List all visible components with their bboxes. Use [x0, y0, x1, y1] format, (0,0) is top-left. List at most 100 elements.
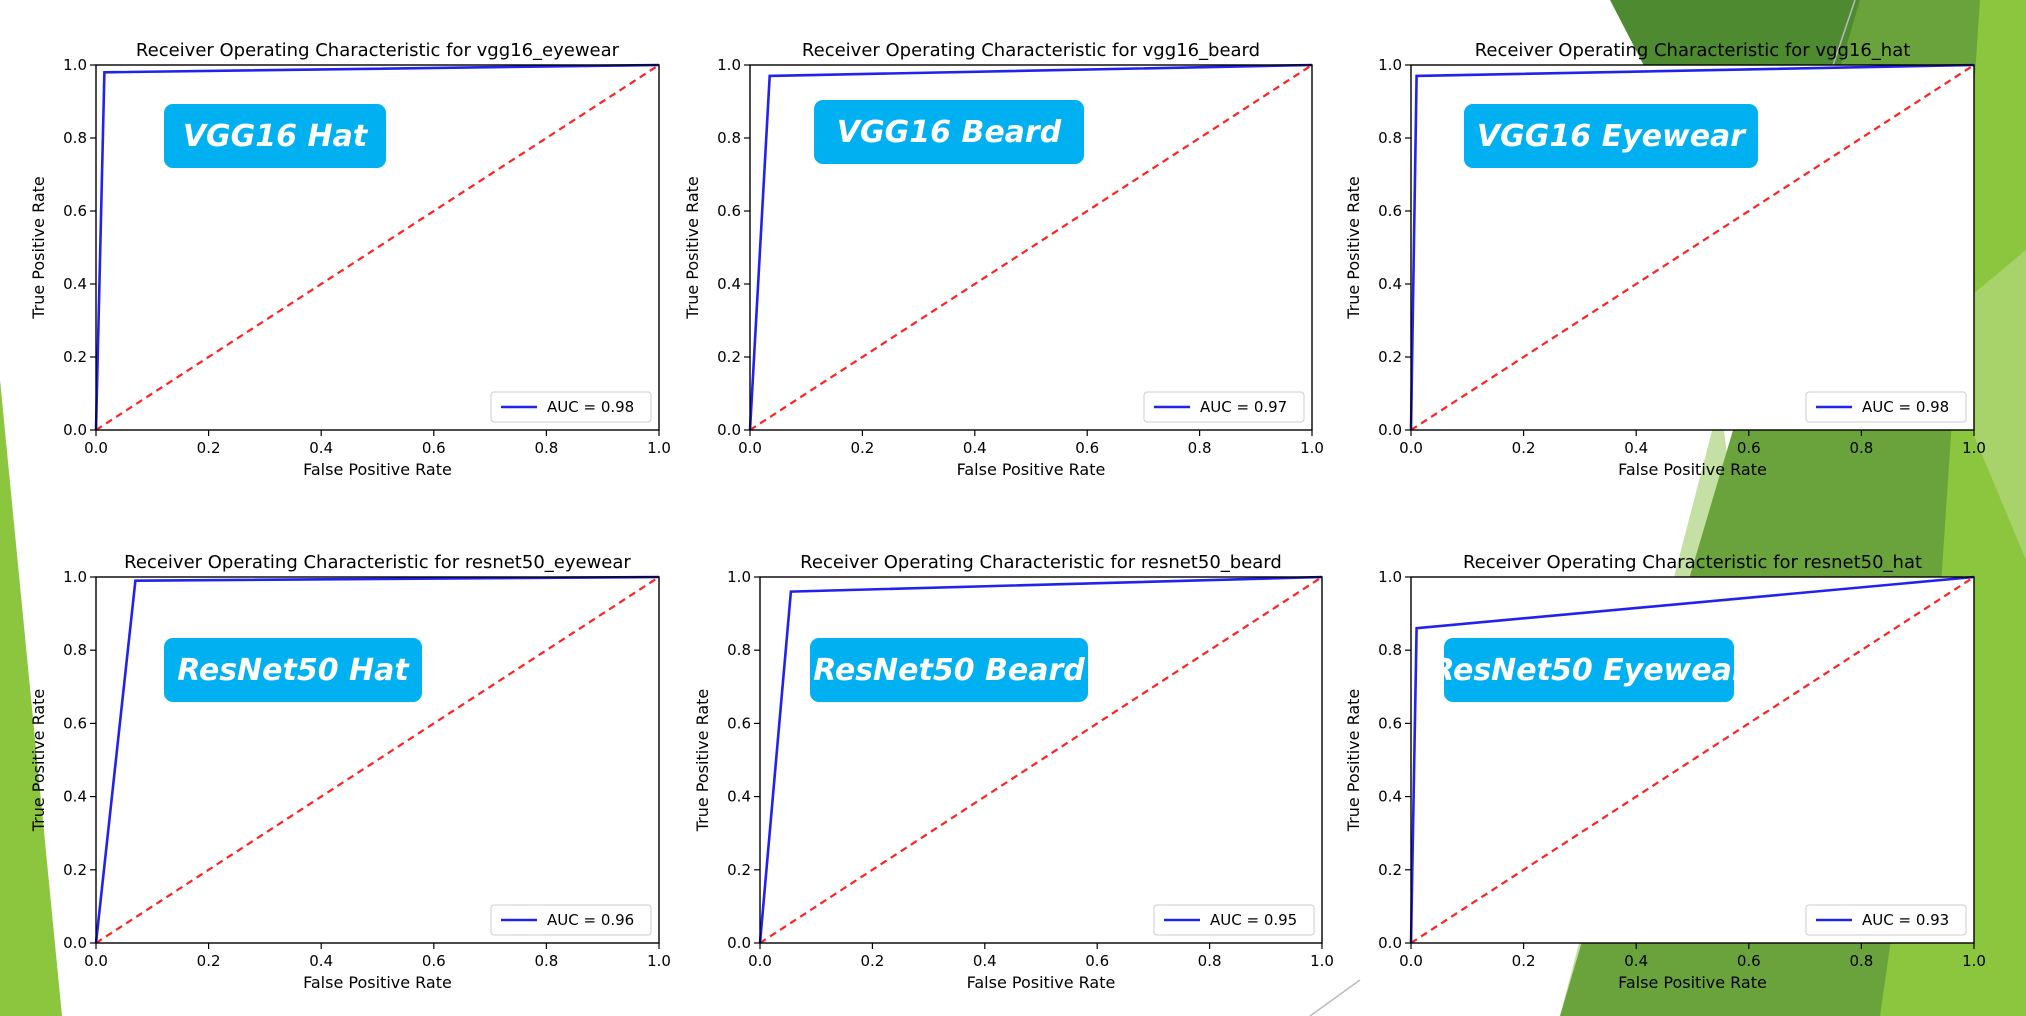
x-tick-label: 0.8 [1849, 439, 1873, 457]
axes-frame [95, 576, 660, 944]
y-tick-label: 0.2 [63, 348, 87, 366]
x-tick-label: 0.4 [309, 952, 333, 970]
x-tick-label: 0.6 [422, 439, 446, 457]
y-tick-label: 1.0 [63, 568, 87, 586]
y-tick-label: 1.0 [1378, 56, 1402, 74]
roc-curve-line [758, 575, 1323, 944]
x-tick-label: 1.0 [647, 952, 671, 970]
legend-label: AUC = 0.97 [1200, 398, 1287, 416]
axes-frame [95, 64, 660, 431]
legend-label: AUC = 0.98 [1862, 398, 1949, 416]
y-tick-label: 0.8 [1378, 641, 1402, 659]
chart-title: Receiver Operating Characteristic for re… [800, 552, 1282, 573]
y-axis-label: True Positive Rate [1344, 689, 1363, 833]
y-tick-label: 0.6 [1378, 714, 1402, 732]
x-tick-label: 0.2 [860, 952, 884, 970]
deco-thin-line-bottom [1309, 979, 1361, 1016]
chance-diagonal-line [1410, 576, 1975, 944]
y-tick-label: 0.6 [727, 714, 751, 732]
y-tick-label: 0.4 [63, 788, 87, 806]
x-tick-label: 0.6 [1075, 439, 1099, 457]
x-tick-label: 0.6 [1737, 952, 1761, 970]
x-tick-label: 0.2 [197, 952, 221, 970]
x-axis-label: False Positive Rate [957, 460, 1106, 479]
y-tick-label: 0.8 [727, 641, 751, 659]
roc-curve-line [94, 575, 660, 944]
y-tick-label: 0.0 [63, 421, 87, 439]
legend-box [1153, 904, 1315, 936]
y-tick-label: 0.6 [63, 202, 87, 220]
x-tick-label: 0.6 [1085, 952, 1109, 970]
x-tick-label: 1.0 [647, 439, 671, 457]
chance-diagonal-line [1410, 64, 1975, 431]
chance-diagonal-line [95, 64, 660, 431]
y-tick-label: 0.4 [63, 275, 87, 293]
legend-box [1805, 391, 1967, 423]
legend-label: AUC = 0.96 [547, 911, 634, 929]
legend-label: AUC = 0.93 [1862, 911, 1949, 929]
axes-frame [1410, 64, 1975, 431]
y-tick-label: 0.4 [727, 788, 751, 806]
chance-diagonal-line [749, 64, 1313, 431]
axes-frame [759, 576, 1323, 944]
roc-curve-line [748, 63, 1313, 431]
y-tick-label: 0.2 [717, 348, 741, 366]
y-axis-label: True Positive Rate [693, 689, 712, 833]
roc-chart-5: 0.0 0.2 0.4 0.6 0.8 1.0 0.0 0.2 0.4 0.6 0.8 1.0 Rece… [693, 552, 1334, 992]
y-tick-label: 1.0 [1378, 568, 1402, 586]
legend-label: AUC = 0.95 [1210, 911, 1297, 929]
x-tick-label: 1.0 [1962, 952, 1986, 970]
y-tick-label: 0.2 [63, 861, 87, 879]
x-tick-label: 0.2 [850, 439, 874, 457]
y-tick-label: 0.0 [717, 421, 741, 439]
y-tick-label: 0.8 [63, 641, 87, 659]
roc-chart-6: 0.0 0.2 0.4 0.6 0.8 1.0 0.0 0.2 0.4 0.6 0.8 1.0 Rece… [1344, 552, 1986, 992]
x-tick-label: 0.4 [973, 952, 997, 970]
x-tick-label: 0.8 [1849, 952, 1873, 970]
y-tick-label: 0.0 [63, 934, 87, 952]
y-tick-label: 0.8 [63, 129, 87, 147]
x-tick-label: 0.8 [1188, 439, 1212, 457]
roc-curve-line [1409, 575, 1975, 944]
legend-box [1805, 904, 1967, 936]
chance-diagonal-line [95, 576, 660, 944]
x-axis-label: False Positive Rate [967, 973, 1116, 992]
axes-frame [749, 64, 1313, 431]
x-tick-label: 0.6 [422, 952, 446, 970]
roc-chart-1: 0.0 0.2 0.4 0.6 0.8 1.0 0.0 0.2 0.4 0.6 0.8 1.0 Rece… [29, 40, 671, 479]
chart-title: Receiver Operating Characteristic for vg… [136, 40, 620, 61]
y-tick-label: 1.0 [727, 568, 751, 586]
y-tick-label: 1.0 [717, 56, 741, 74]
y-tick-label: 0.4 [1378, 275, 1402, 293]
x-axis-label: False Positive Rate [303, 973, 452, 992]
x-tick-label: 0.0 [1399, 952, 1423, 970]
x-tick-label: 0.8 [534, 952, 558, 970]
x-tick-label: 0.0 [738, 439, 762, 457]
roc-chart-2: 0.0 0.2 0.4 0.6 0.8 1.0 0.0 0.2 0.4 0.6 0.8 1.0 Rece… [683, 40, 1324, 479]
chart-title: Receiver Operating Characteristic for vg… [1475, 40, 1911, 61]
roc-curve-line [1409, 63, 1975, 431]
axes-frame [1410, 576, 1975, 944]
x-tick-label: 0.6 [1737, 439, 1761, 457]
x-tick-label: 1.0 [1310, 952, 1334, 970]
chance-diagonal-line [759, 576, 1323, 944]
y-tick-label: 0.2 [1378, 348, 1402, 366]
chart-title: Receiver Operating Characteristic for re… [124, 552, 631, 573]
x-tick-label: 0.4 [309, 439, 333, 457]
y-tick-label: 0.2 [1378, 861, 1402, 879]
y-tick-label: 0.8 [1378, 129, 1402, 147]
y-tick-label: 0.2 [727, 861, 751, 879]
y-tick-label: 0.0 [1378, 934, 1402, 952]
legend-box [1143, 391, 1305, 423]
x-tick-label: 0.0 [84, 952, 108, 970]
legend-label: AUC = 0.98 [547, 398, 634, 416]
deco-right-bright-green-shape [1880, 0, 2026, 1016]
y-tick-label: 0.6 [63, 714, 87, 732]
x-tick-label: 0.8 [534, 439, 558, 457]
roc-chart-3: 0.0 0.2 0.4 0.6 0.8 1.0 0.0 0.2 0.4 0.6 0.8 1.0 Rece… [1344, 40, 1986, 479]
y-tick-label: 0.4 [717, 275, 741, 293]
x-tick-label: 0.4 [963, 439, 987, 457]
x-tick-label: 1.0 [1300, 439, 1324, 457]
x-tick-label: 0.4 [1624, 439, 1648, 457]
